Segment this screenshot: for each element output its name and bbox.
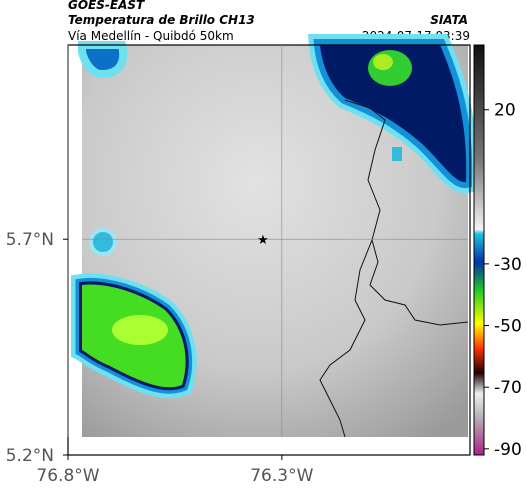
colorbar-tick-label: -90: [494, 440, 522, 460]
colorbar-tick-label: 20: [494, 101, 516, 121]
product: Temperatura de Brillo CH13: [68, 13, 255, 27]
colorbar-tick-label: -70: [494, 378, 522, 398]
satellite: GOES-EAST: [68, 0, 145, 12]
border: [319, 99, 469, 438]
satellite-image: [82, 45, 469, 438]
cloud-top: [82, 45, 466, 182]
x-tick-label: 76.8°W: [36, 466, 99, 486]
header: GOES-EAST Temperatura de Brillo CH13 SIA…: [68, 0, 470, 43]
colorbar: [473, 44, 485, 456]
colorbar-tick-label: -50: [494, 317, 522, 337]
y-tick-label: 5.2°N: [6, 446, 54, 466]
y-tick-label: 5.7°N: [6, 230, 54, 250]
region: Vía Medellín - Quibdó 50km: [68, 29, 234, 43]
cloud-left: [82, 228, 186, 387]
colorbar-tick-label: -30: [494, 255, 522, 275]
x-tick-label: 76.3°W: [250, 466, 313, 486]
source: SIATA: [430, 13, 468, 27]
location-marker: ★: [257, 233, 269, 248]
